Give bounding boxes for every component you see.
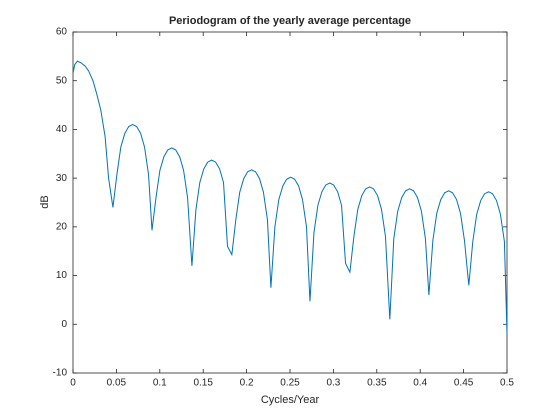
line-series <box>72 60 508 335</box>
x-tick-label: 0 <box>70 378 76 389</box>
y-tick-label: 10 <box>56 270 68 281</box>
x-tick-label: 0.35 <box>367 378 387 389</box>
x-tick-label: 0.45 <box>454 378 474 389</box>
x-tick-label: 0.25 <box>280 378 300 389</box>
axes-box <box>72 31 508 374</box>
y-tick-label: 30 <box>56 173 68 184</box>
x-tick-label: 0.3 <box>326 378 340 389</box>
x-tick-label: 0.2 <box>240 378 254 389</box>
x-tick-label: 0.1 <box>153 378 167 389</box>
x-tick-label: 0.5 <box>500 378 514 389</box>
y-tick-label: -10 <box>53 368 68 379</box>
x-tick-label: 0.4 <box>413 378 427 389</box>
x-tick-label: 0.15 <box>193 378 213 389</box>
y-tick-label: 60 <box>56 27 68 38</box>
x-tick-label: 0.05 <box>107 378 127 389</box>
x-axis-label: Cycles/Year <box>261 394 320 406</box>
chart-title: Periodogram of the yearly average percen… <box>169 15 411 27</box>
y-tick-label: 20 <box>56 221 68 232</box>
y-tick-label: 40 <box>56 124 68 135</box>
y-tick-label: 0 <box>61 319 67 330</box>
y-tick-label: 50 <box>56 75 68 86</box>
y-axis-label: dB <box>39 195 51 208</box>
